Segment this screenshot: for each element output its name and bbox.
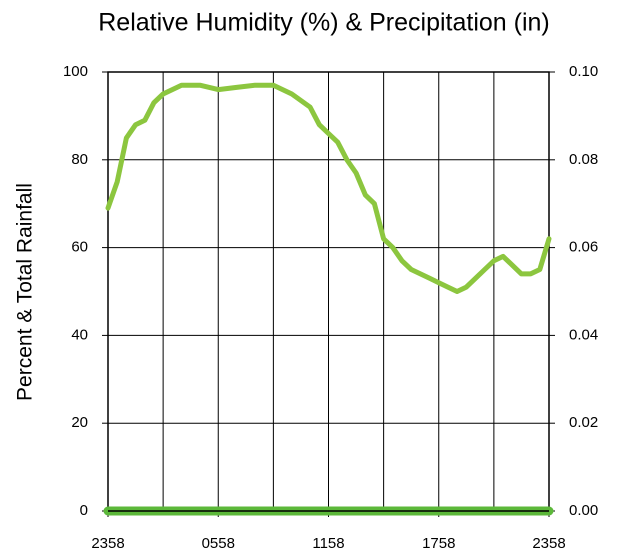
y-tick-label: 100 <box>63 63 88 80</box>
y-tick-label: 0 <box>80 502 88 519</box>
x-tick-label: 1158 <box>312 535 344 552</box>
y2-tick-label: 0.06 <box>569 239 598 256</box>
y-tick-label: 60 <box>71 239 88 256</box>
x-tick-label: 0558 <box>202 535 235 552</box>
y-tick-label: 80 <box>71 151 88 168</box>
y2-tick-label: 0.04 <box>569 326 598 343</box>
y-tick-label: 20 <box>71 414 88 431</box>
y2-tick-label: 0.08 <box>569 151 598 168</box>
y2-tick-label: 0.02 <box>569 414 598 431</box>
y-tick-label: 40 <box>71 326 88 343</box>
y2-tick-label: 0.00 <box>569 502 598 519</box>
humidity-line <box>105 82 552 294</box>
y-axis-label: Percent & Total Rainfall <box>14 183 37 401</box>
y2-tick-label: 0.10 <box>569 63 598 80</box>
x-tick-label: 1758 <box>422 535 455 552</box>
x-tick-label: 2358 <box>532 535 565 552</box>
x-tick-label: 2358 <box>91 535 124 552</box>
chart-title: Relative Humidity (%) & Precipitation (i… <box>98 9 550 37</box>
